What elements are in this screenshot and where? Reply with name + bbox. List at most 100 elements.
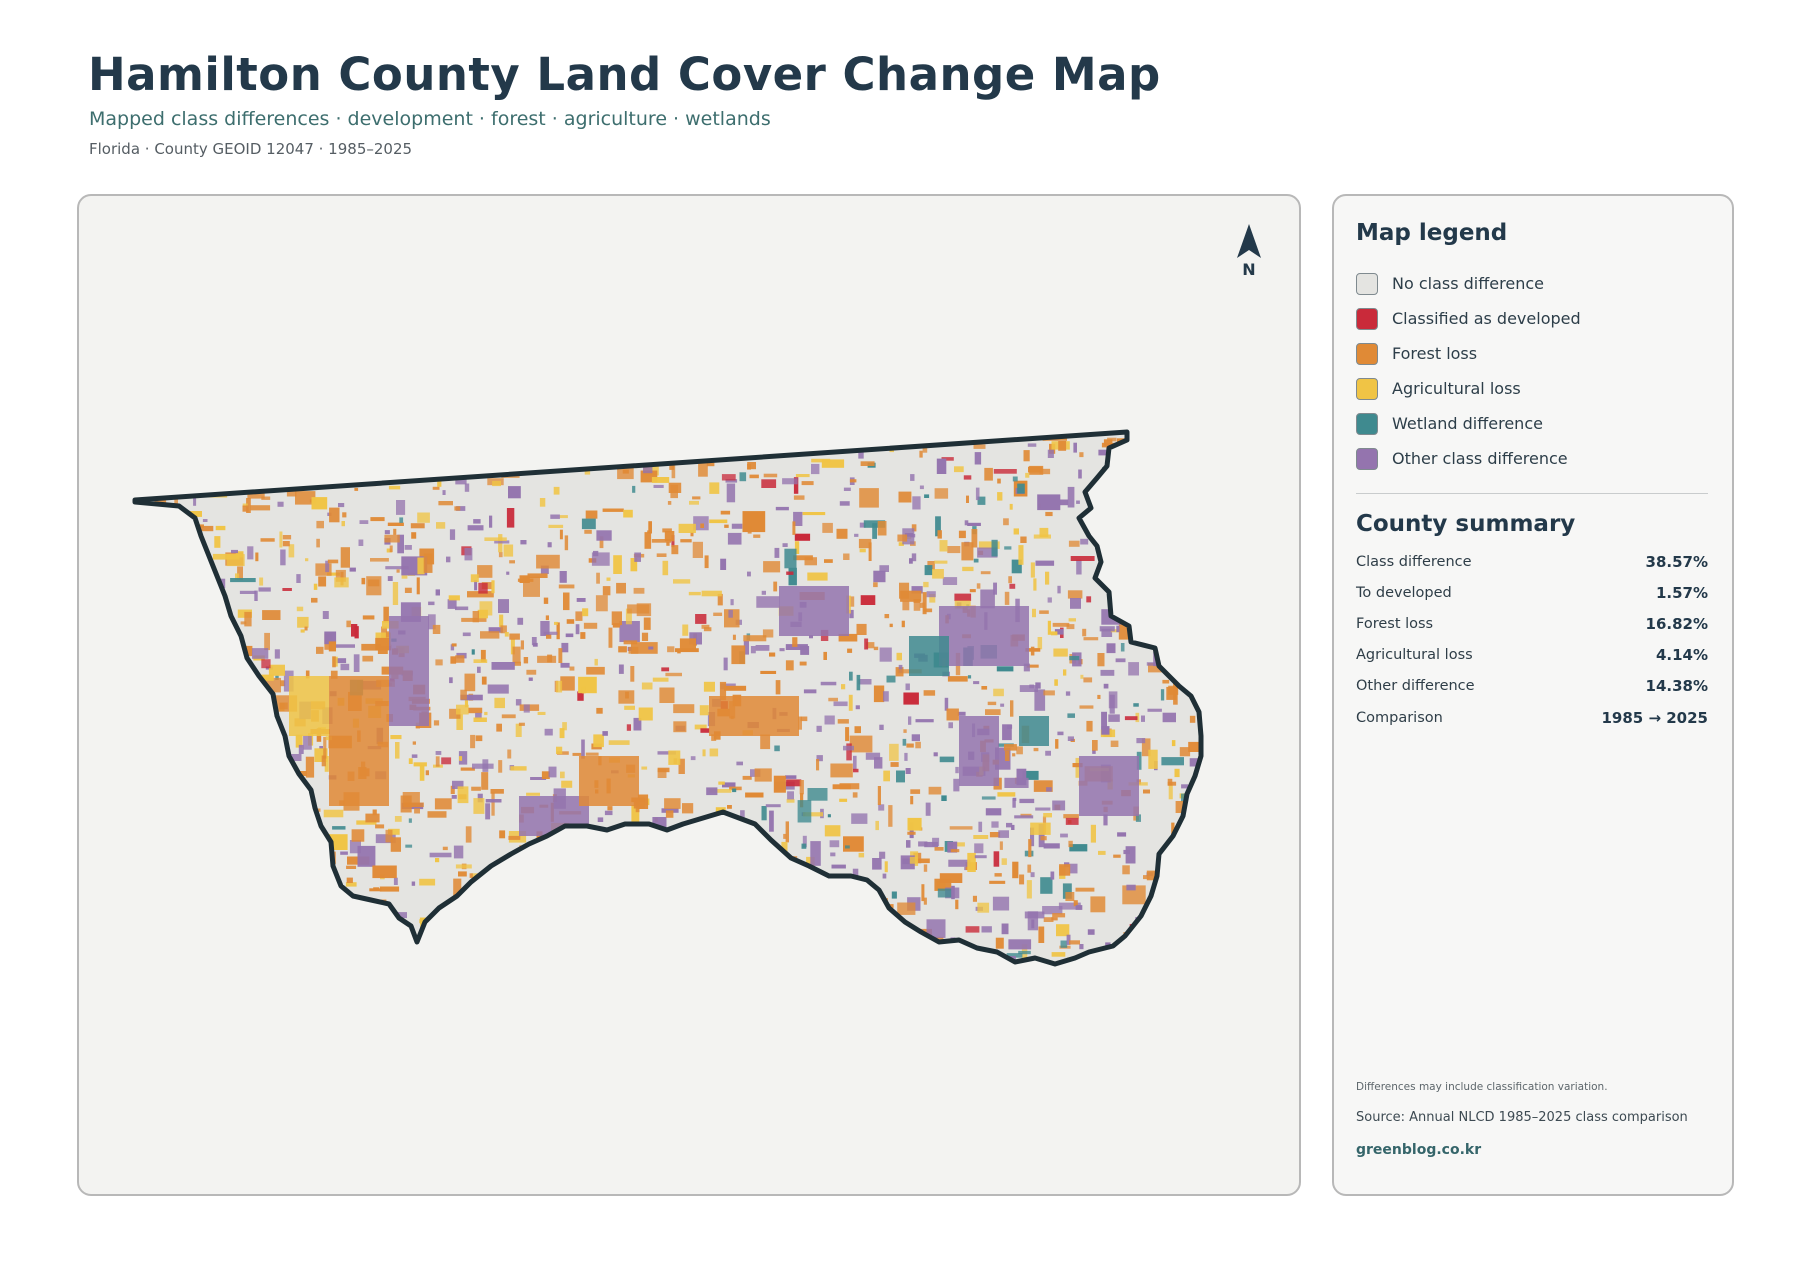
change-patch	[624, 886, 630, 894]
change-patch	[908, 716, 912, 725]
change-patch	[261, 443, 268, 459]
change-patch	[456, 714, 463, 730]
change-patch	[493, 942, 503, 947]
change-patch	[569, 973, 588, 984]
change-patch	[472, 763, 494, 769]
change-patch	[239, 870, 247, 884]
change-patch	[173, 865, 182, 878]
change-patch	[199, 670, 203, 682]
change-patch	[1108, 691, 1118, 709]
change-patch	[831, 864, 846, 869]
change-patch	[1018, 950, 1031, 955]
change-patch	[550, 441, 560, 447]
change-patch	[870, 934, 876, 938]
change-patch	[1060, 833, 1068, 838]
change-patch	[427, 935, 442, 943]
change-patch	[523, 902, 540, 916]
change-patch	[562, 722, 567, 731]
change-patch	[707, 826, 720, 839]
change-patch	[1045, 571, 1050, 585]
change-patch	[370, 417, 396, 423]
map-panel[interactable]: N	[77, 194, 1301, 1196]
change-patch	[146, 526, 159, 530]
county-map[interactable]	[79, 196, 1299, 1194]
change-patch	[1190, 423, 1198, 427]
change-patch	[498, 599, 509, 613]
change-patch	[175, 933, 183, 939]
change-patch	[336, 960, 342, 964]
change-patch	[230, 851, 254, 857]
change-patch	[236, 749, 241, 756]
change-patch	[254, 590, 258, 601]
change-patch	[1065, 691, 1071, 696]
change-patch	[396, 500, 406, 515]
change-patch	[208, 903, 215, 918]
change-patch	[466, 426, 481, 430]
change-patch	[257, 687, 261, 692]
change-patch	[467, 525, 484, 531]
summary-value: 14.38%	[1645, 677, 1708, 696]
change-patch	[321, 755, 326, 767]
summary-table: Class difference 38.57% To developed 1.5…	[1356, 546, 1708, 733]
change-patch	[152, 462, 158, 476]
change-patch	[723, 657, 728, 671]
change-patch	[593, 734, 604, 748]
change-patch	[907, 817, 922, 831]
change-patch	[1011, 824, 1015, 830]
change-patch	[385, 631, 390, 638]
change-patch	[266, 773, 271, 788]
change-patch	[622, 882, 631, 890]
change-patch	[262, 610, 281, 620]
change-patch	[377, 436, 381, 443]
change-patch	[1026, 664, 1039, 668]
change-patch	[254, 940, 258, 944]
change-patch	[1052, 967, 1058, 986]
change-patch	[1055, 739, 1059, 749]
change-patch	[346, 865, 357, 869]
brand-link[interactable]: greenblog.co.kr	[1356, 1142, 1482, 1158]
change-patch	[492, 887, 508, 905]
change-patch	[506, 508, 515, 528]
change-patch	[1199, 897, 1201, 901]
change-patch	[1087, 929, 1095, 935]
change-patch	[290, 877, 302, 893]
change-patch	[1194, 563, 1200, 575]
change-patch	[1062, 883, 1072, 899]
change-patch	[257, 469, 270, 477]
change-patch	[494, 697, 505, 709]
change-patch	[484, 711, 488, 716]
change-patch	[422, 433, 441, 444]
change-patch	[235, 699, 240, 712]
change-patch	[664, 927, 684, 932]
change-patch	[1101, 628, 1113, 637]
change-patch	[469, 873, 473, 878]
change-patch	[316, 538, 320, 548]
change-patch	[191, 937, 215, 945]
change-patch	[610, 964, 617, 982]
change-patch	[183, 646, 201, 662]
change-patch	[411, 532, 417, 539]
change-patch	[1106, 522, 1117, 531]
change-patch	[252, 818, 257, 824]
change-patch	[854, 726, 861, 734]
change-patch	[651, 432, 658, 434]
change-patch	[1177, 623, 1191, 641]
change-patch	[678, 863, 682, 871]
change-patch	[203, 575, 210, 583]
change-patch	[897, 534, 908, 542]
change-patch	[999, 841, 1003, 850]
change-patch	[947, 546, 961, 554]
change-patch	[280, 549, 286, 566]
change-patch	[464, 483, 470, 492]
change-patch	[763, 473, 778, 478]
change-patch	[923, 864, 928, 872]
change-patch	[578, 851, 585, 871]
change-patch	[1006, 822, 1013, 828]
change-patch	[449, 708, 461, 719]
summary-label: Agricultural loss	[1356, 647, 1473, 664]
change-patch	[898, 542, 904, 546]
change-patch	[890, 762, 899, 767]
change-patch	[372, 865, 397, 879]
change-patch	[1120, 600, 1130, 606]
change-patch	[405, 844, 413, 848]
